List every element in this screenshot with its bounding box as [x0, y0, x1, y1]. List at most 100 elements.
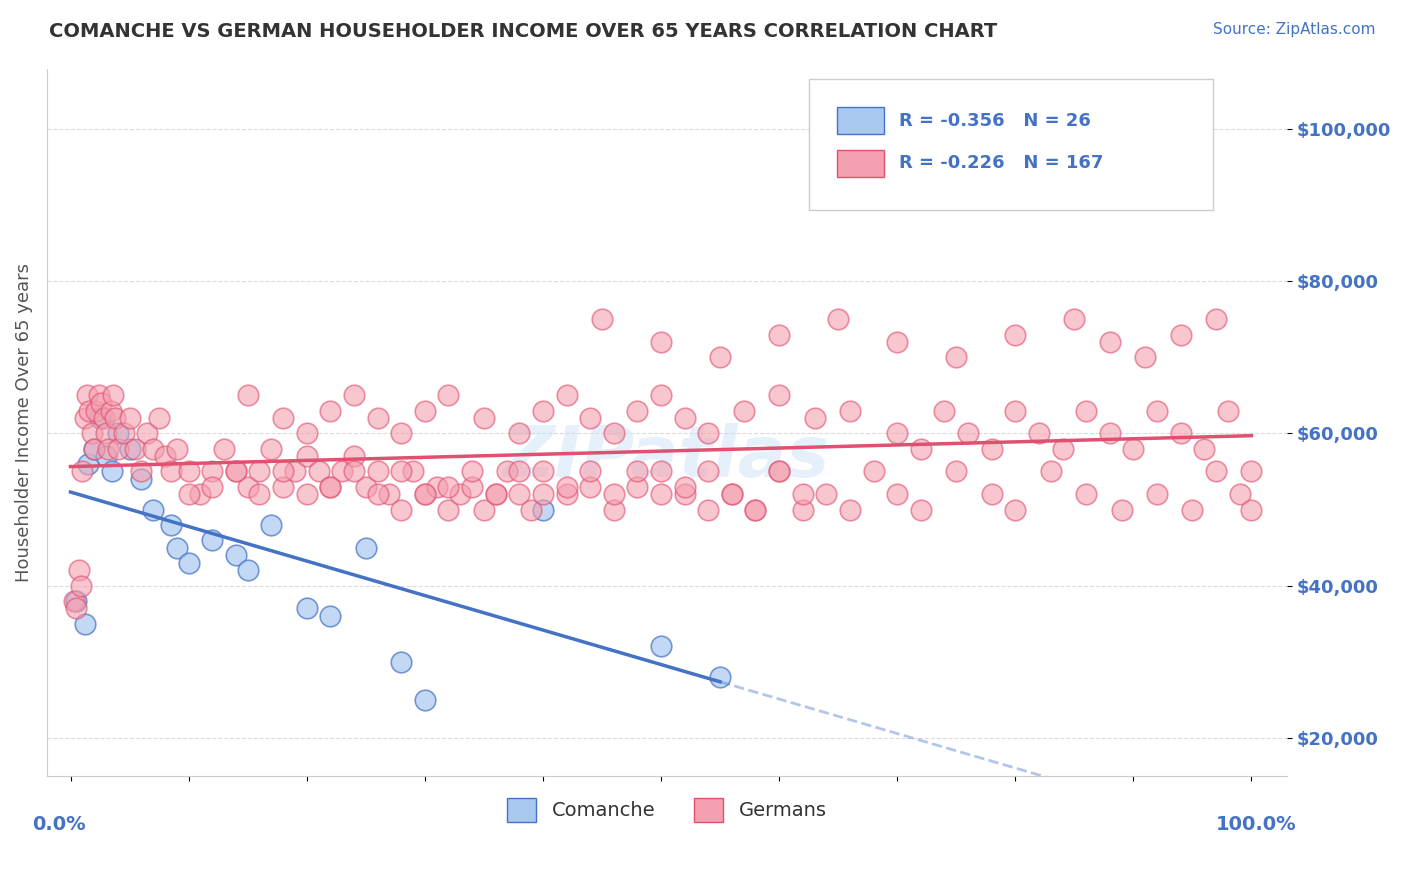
Legend: Comanche, Germans: Comanche, Germans — [499, 790, 835, 830]
Point — [886, 335, 908, 350]
Point — [319, 480, 342, 494]
Point — [1028, 426, 1050, 441]
Point — [1098, 335, 1121, 350]
Point — [308, 465, 330, 479]
Point — [271, 480, 294, 494]
Point — [803, 411, 825, 425]
Point — [579, 411, 602, 425]
Point — [437, 480, 460, 494]
Point — [389, 426, 412, 441]
Point — [413, 487, 436, 501]
Point — [131, 472, 153, 486]
Point — [555, 480, 578, 494]
Point — [1205, 465, 1227, 479]
Point — [437, 502, 460, 516]
Point — [508, 426, 530, 441]
Point — [1076, 487, 1098, 501]
Point — [236, 480, 259, 494]
Point — [201, 465, 224, 479]
Text: ZIPatlas: ZIPatlas — [503, 423, 831, 491]
Point — [79, 403, 101, 417]
Point — [1170, 327, 1192, 342]
Point — [531, 502, 554, 516]
Point — [827, 312, 849, 326]
Point — [249, 465, 271, 479]
FancyBboxPatch shape — [810, 79, 1212, 210]
Point — [626, 465, 648, 479]
Point — [579, 480, 602, 494]
Point — [603, 426, 626, 441]
Point — [1240, 502, 1263, 516]
Point — [343, 465, 366, 479]
Point — [1240, 465, 1263, 479]
Point — [815, 487, 838, 501]
Point — [934, 403, 956, 417]
Text: 0.0%: 0.0% — [32, 814, 86, 833]
Point — [1111, 502, 1133, 516]
Point — [260, 442, 283, 456]
Point — [260, 517, 283, 532]
Point — [862, 465, 884, 479]
Point — [1063, 312, 1085, 326]
Point — [531, 465, 554, 479]
Point — [792, 502, 814, 516]
Point — [101, 465, 124, 479]
Text: R = -0.356   N = 26: R = -0.356 N = 26 — [898, 112, 1091, 130]
Point — [389, 465, 412, 479]
Text: Source: ZipAtlas.com: Source: ZipAtlas.com — [1212, 22, 1375, 37]
Point — [1076, 403, 1098, 417]
Point — [792, 487, 814, 501]
Point — [177, 465, 200, 479]
Point — [733, 403, 755, 417]
Point — [1192, 442, 1215, 456]
Point — [957, 426, 980, 441]
Point — [886, 487, 908, 501]
Point — [650, 640, 672, 654]
Point — [1122, 442, 1144, 456]
Point — [319, 609, 342, 624]
Point — [1216, 403, 1239, 417]
Point — [160, 517, 183, 532]
Point — [148, 411, 170, 425]
Point — [721, 487, 744, 501]
Point — [94, 426, 117, 441]
Point — [673, 480, 696, 494]
Point — [485, 487, 508, 501]
Point — [886, 426, 908, 441]
Point — [67, 563, 90, 577]
Point — [650, 335, 672, 350]
Point — [603, 502, 626, 516]
Point — [744, 502, 766, 516]
Point — [97, 442, 120, 456]
Point — [1146, 487, 1168, 501]
Point — [709, 670, 731, 684]
Point — [1170, 426, 1192, 441]
Point — [508, 487, 530, 501]
Point — [107, 442, 129, 456]
Point — [77, 457, 100, 471]
Point — [413, 487, 436, 501]
Point — [1181, 502, 1204, 516]
Text: COMANCHE VS GERMAN HOUSEHOLDER INCOME OVER 65 YEARS CORRELATION CHART: COMANCHE VS GERMAN HOUSEHOLDER INCOME OV… — [49, 22, 997, 41]
Point — [177, 556, 200, 570]
Point — [531, 487, 554, 501]
Point — [945, 351, 967, 365]
Point — [83, 442, 105, 456]
Point — [72, 465, 94, 479]
Point — [1133, 351, 1156, 365]
Bar — [837, 150, 884, 177]
Point — [65, 593, 87, 607]
Point — [319, 403, 342, 417]
Point — [93, 411, 115, 425]
Point — [65, 601, 87, 615]
Point — [131, 465, 153, 479]
Point — [201, 533, 224, 547]
Point — [354, 480, 377, 494]
Point — [1039, 465, 1062, 479]
Point — [461, 465, 484, 479]
Point — [626, 480, 648, 494]
Point — [839, 502, 862, 516]
Point — [236, 388, 259, 402]
Point — [343, 388, 366, 402]
Point — [271, 411, 294, 425]
